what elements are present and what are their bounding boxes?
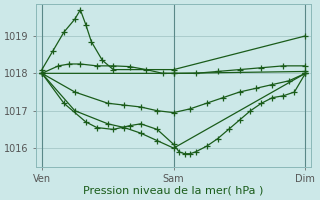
X-axis label: Pression niveau de la mer( hPa ): Pression niveau de la mer( hPa ) — [84, 186, 264, 196]
